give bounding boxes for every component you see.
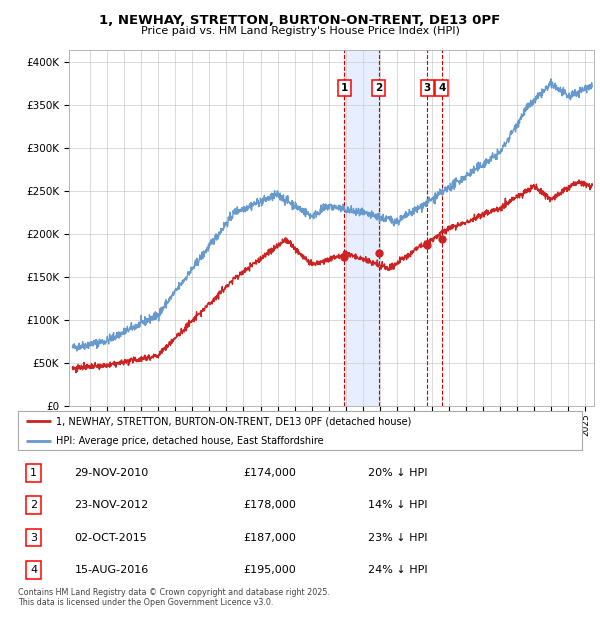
Text: 4: 4 <box>438 83 445 93</box>
Text: 3: 3 <box>424 83 431 93</box>
Text: 4: 4 <box>30 565 37 575</box>
Text: 02-OCT-2015: 02-OCT-2015 <box>74 533 147 542</box>
Text: 3: 3 <box>30 533 37 542</box>
Text: Price paid vs. HM Land Registry's House Price Index (HPI): Price paid vs. HM Land Registry's House … <box>140 26 460 36</box>
Text: 14% ↓ HPI: 14% ↓ HPI <box>368 500 427 510</box>
Text: 2: 2 <box>375 83 382 93</box>
Text: £195,000: £195,000 <box>244 565 296 575</box>
Text: £178,000: £178,000 <box>244 500 296 510</box>
Text: Contains HM Land Registry data © Crown copyright and database right 2025.
This d: Contains HM Land Registry data © Crown c… <box>18 588 330 607</box>
Text: 2: 2 <box>30 500 37 510</box>
Text: 23% ↓ HPI: 23% ↓ HPI <box>368 533 427 542</box>
Text: £187,000: £187,000 <box>244 533 296 542</box>
Text: 23-NOV-2012: 23-NOV-2012 <box>74 500 149 510</box>
Text: HPI: Average price, detached house, East Staffordshire: HPI: Average price, detached house, East… <box>56 436 324 446</box>
Text: 20% ↓ HPI: 20% ↓ HPI <box>368 468 427 478</box>
Text: 29-NOV-2010: 29-NOV-2010 <box>74 468 149 478</box>
Text: 1: 1 <box>341 83 348 93</box>
Text: 1, NEWHAY, STRETTON, BURTON-ON-TRENT, DE13 0PF (detached house): 1, NEWHAY, STRETTON, BURTON-ON-TRENT, DE… <box>56 417 412 427</box>
Text: 1: 1 <box>30 468 37 478</box>
Bar <box>344 50 379 406</box>
Text: 24% ↓ HPI: 24% ↓ HPI <box>368 565 427 575</box>
Text: 15-AUG-2016: 15-AUG-2016 <box>74 565 149 575</box>
Text: 1, NEWHAY, STRETTON, BURTON-ON-TRENT, DE13 0PF: 1, NEWHAY, STRETTON, BURTON-ON-TRENT, DE… <box>100 14 500 27</box>
Text: £174,000: £174,000 <box>244 468 296 478</box>
